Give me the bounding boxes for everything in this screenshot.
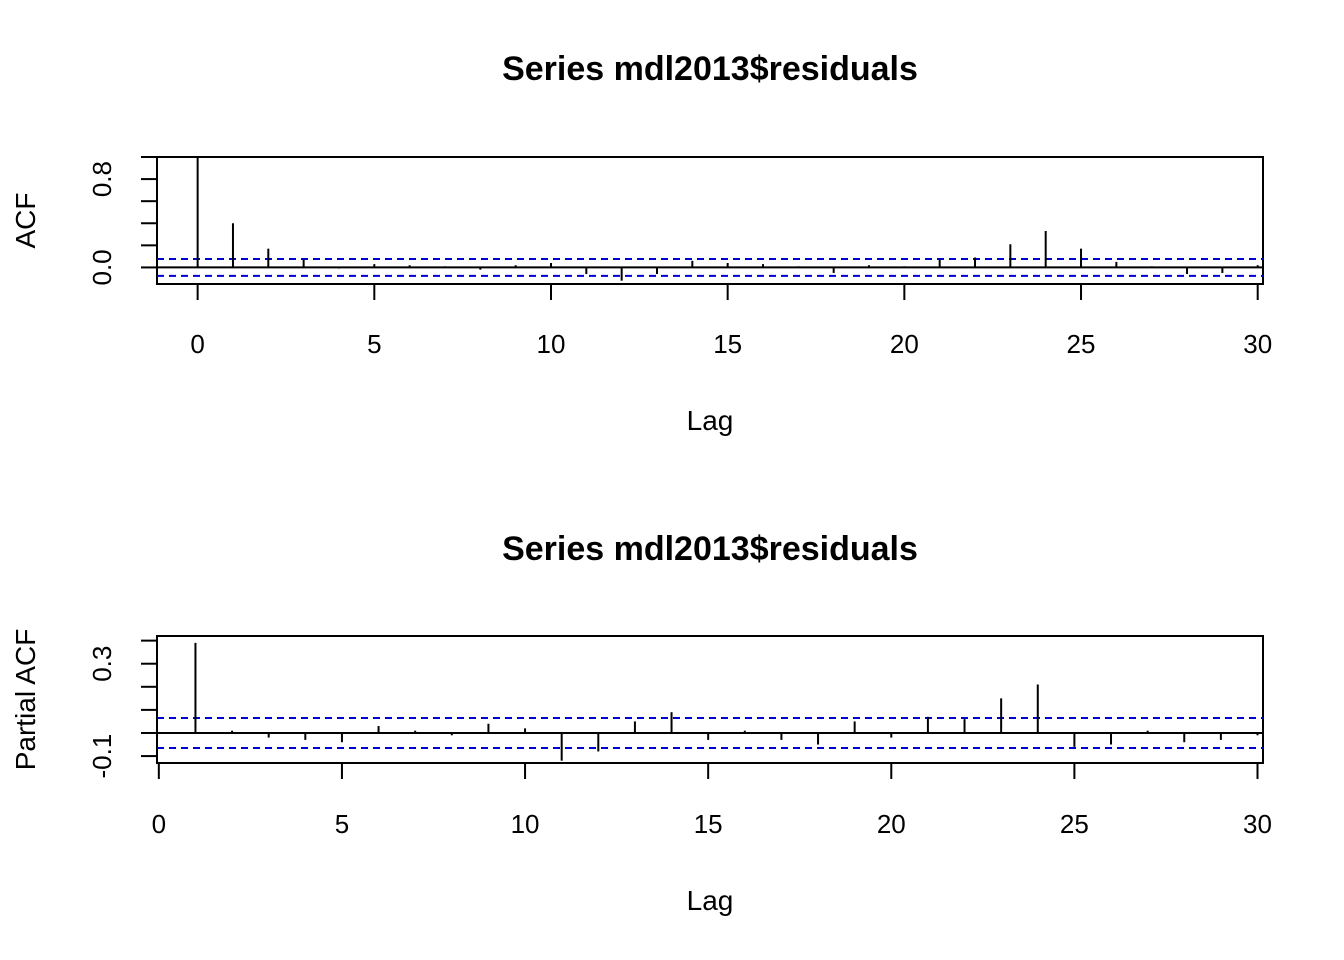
y-tick-label: -0.1: [87, 734, 117, 779]
x-tick-label: 15: [694, 809, 723, 839]
x-tick-label: 25: [1060, 809, 1089, 839]
x-tick-label: 30: [1243, 809, 1272, 839]
chart-title: Series mdl2013$residuals: [502, 50, 918, 88]
y-tick-label: 0.0: [87, 249, 117, 285]
x-tick-label: 20: [877, 809, 906, 839]
x-tick-label: 0: [190, 329, 204, 359]
y-axis-label: ACF: [10, 193, 41, 249]
acf-panel: Series mdl2013$residuals 0 5 10 15 20 25 30 Lag 0…: [10, 50, 1272, 436]
x-tick-label: 10: [537, 329, 566, 359]
x-tick-label: 25: [1067, 329, 1096, 359]
plot-frame: [156, 635, 1264, 764]
x-axis-label: Lag: [687, 405, 734, 436]
y-axis-label: Partial ACF: [10, 629, 41, 771]
chart-title: Series mdl2013$residuals: [502, 530, 918, 568]
x-tick-label: 20: [890, 329, 919, 359]
x-tick-label: 0: [152, 809, 166, 839]
x-tick-label: 30: [1243, 329, 1272, 359]
y-tick-label: 0.8: [87, 161, 117, 197]
plot-frame: [156, 156, 1264, 285]
y-tick-label: 0.3: [87, 646, 117, 682]
x-tick-label: 5: [335, 809, 349, 839]
x-axis-label: Lag: [687, 885, 734, 916]
pacf-panel: Series mdl2013$residuals 0 5 10 15 20 25 30 Lag -…: [10, 530, 1272, 916]
x-tick-label: 5: [367, 329, 381, 359]
x-tick-label: 15: [713, 329, 742, 359]
x-tick-label: 10: [511, 809, 540, 839]
